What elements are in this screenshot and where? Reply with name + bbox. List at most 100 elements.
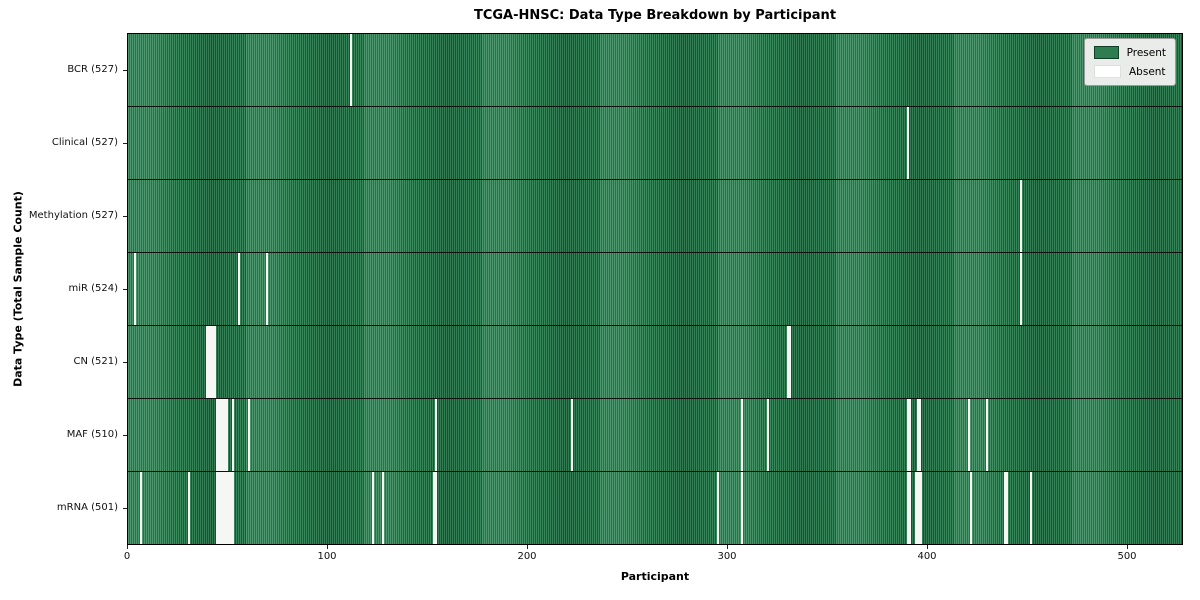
x-tick-mark (927, 545, 928, 549)
absent-stripe (371, 472, 374, 544)
absent-stripe (918, 472, 921, 544)
absent-stripe (221, 472, 224, 544)
x-tick-label: 0 (123, 551, 131, 562)
absent-stripe (968, 399, 971, 471)
absent-stripe (1006, 472, 1009, 544)
absent-stripe (786, 326, 789, 398)
heatmap-row (128, 180, 1182, 253)
absent-stripe (1004, 472, 1007, 544)
heatmap-row (128, 326, 1182, 399)
absent-stripe (231, 472, 234, 544)
y-tick-mark (123, 215, 127, 217)
x-tick-label: 500 (1117, 551, 1137, 562)
y-tick-label: miR (524) (68, 283, 118, 294)
absent-stripe (223, 399, 226, 471)
x-tick-mark (727, 545, 728, 549)
absent-stripe (219, 472, 222, 544)
legend-entry-absent: Absent (1094, 65, 1166, 78)
x-tick-label: 300 (717, 551, 737, 562)
legend: Present Absent (1084, 38, 1176, 86)
x-tick-mark (127, 545, 128, 549)
chart-title: TCGA-HNSC: Data Type Breakdown by Partic… (473, 8, 837, 23)
heatmap-row (128, 472, 1182, 544)
heatmap-row (128, 34, 1182, 107)
absent-stripe (349, 34, 352, 106)
absent-stripe (207, 326, 210, 398)
absent-stripe (740, 399, 743, 471)
y-tick-label: BCR (527) (67, 63, 118, 75)
absent-stripe (1020, 180, 1023, 252)
x-tick-label: 100 (317, 551, 337, 562)
absent-stripe (788, 326, 791, 398)
legend-swatch-absent-icon (1094, 65, 1121, 78)
heatmap-row (128, 253, 1182, 326)
absent-stripe (215, 399, 218, 471)
absent-stripe (766, 399, 769, 471)
absent-stripe (215, 472, 218, 544)
absent-stripe (918, 399, 921, 471)
absent-stripe (908, 399, 911, 471)
absent-stripe (986, 399, 989, 471)
absent-stripe (916, 399, 919, 471)
absent-stripe (906, 472, 909, 544)
y-tick-mark (123, 508, 127, 510)
absent-stripe (265, 253, 268, 325)
x-tick-mark (327, 545, 328, 549)
x-tick-mark (527, 545, 528, 549)
y-tick-label: Clinical (527) (51, 136, 118, 148)
y-tick-mark (123, 142, 127, 144)
absent-stripe (221, 399, 224, 471)
absent-stripe (247, 399, 250, 471)
y-tick-mark (123, 435, 127, 437)
y-tick-label: Methylation (527) (28, 209, 118, 221)
absent-stripe (716, 472, 719, 544)
heatmap-row (128, 107, 1182, 180)
absent-stripe (916, 472, 919, 544)
absent-stripe (187, 472, 190, 544)
legend-label-present: Present (1126, 46, 1166, 59)
absent-stripe (1030, 472, 1033, 544)
y-tick-label: mRNA (501) (56, 502, 118, 514)
absent-stripe (219, 399, 222, 471)
absent-stripe (906, 107, 909, 179)
absent-stripe (740, 472, 743, 544)
absent-stripe (433, 472, 436, 544)
y-tick-mark (123, 362, 127, 364)
absent-stripe (225, 472, 228, 544)
plot-area (127, 33, 1183, 545)
legend-swatch-present-icon (1094, 46, 1119, 59)
absent-stripe (229, 472, 232, 544)
x-tick-mark (1127, 545, 1128, 549)
absent-stripe (217, 399, 220, 471)
absent-stripe (211, 326, 214, 398)
y-tick-label: MAF (510) (66, 429, 118, 441)
absent-stripe (205, 326, 208, 398)
absent-stripe (435, 472, 438, 544)
absent-stripe (223, 472, 226, 544)
absent-stripe (227, 472, 230, 544)
absent-stripe (571, 399, 574, 471)
absent-stripe (435, 399, 438, 471)
legend-label-absent: Absent (1129, 65, 1166, 78)
absent-stripe (139, 472, 142, 544)
absent-stripe (920, 472, 923, 544)
absent-stripe (1020, 253, 1023, 325)
x-tick-label: 400 (917, 551, 937, 562)
absent-stripe (906, 399, 909, 471)
x-axis-title: Participant (620, 570, 690, 583)
absent-stripe (381, 472, 384, 544)
absent-stripe (209, 326, 212, 398)
absent-stripe (133, 253, 136, 325)
absent-stripe (908, 472, 911, 544)
absent-stripe (213, 326, 216, 398)
absent-stripe (970, 472, 973, 544)
y-tick-label: CN (521) (73, 356, 118, 368)
absent-stripe (231, 399, 234, 471)
absent-stripe (914, 472, 917, 544)
heatmap-row (128, 399, 1182, 472)
y-tick-mark (123, 289, 127, 290)
absent-stripe (225, 399, 228, 471)
x-tick-label: 200 (517, 551, 537, 562)
absent-stripe (237, 253, 240, 325)
